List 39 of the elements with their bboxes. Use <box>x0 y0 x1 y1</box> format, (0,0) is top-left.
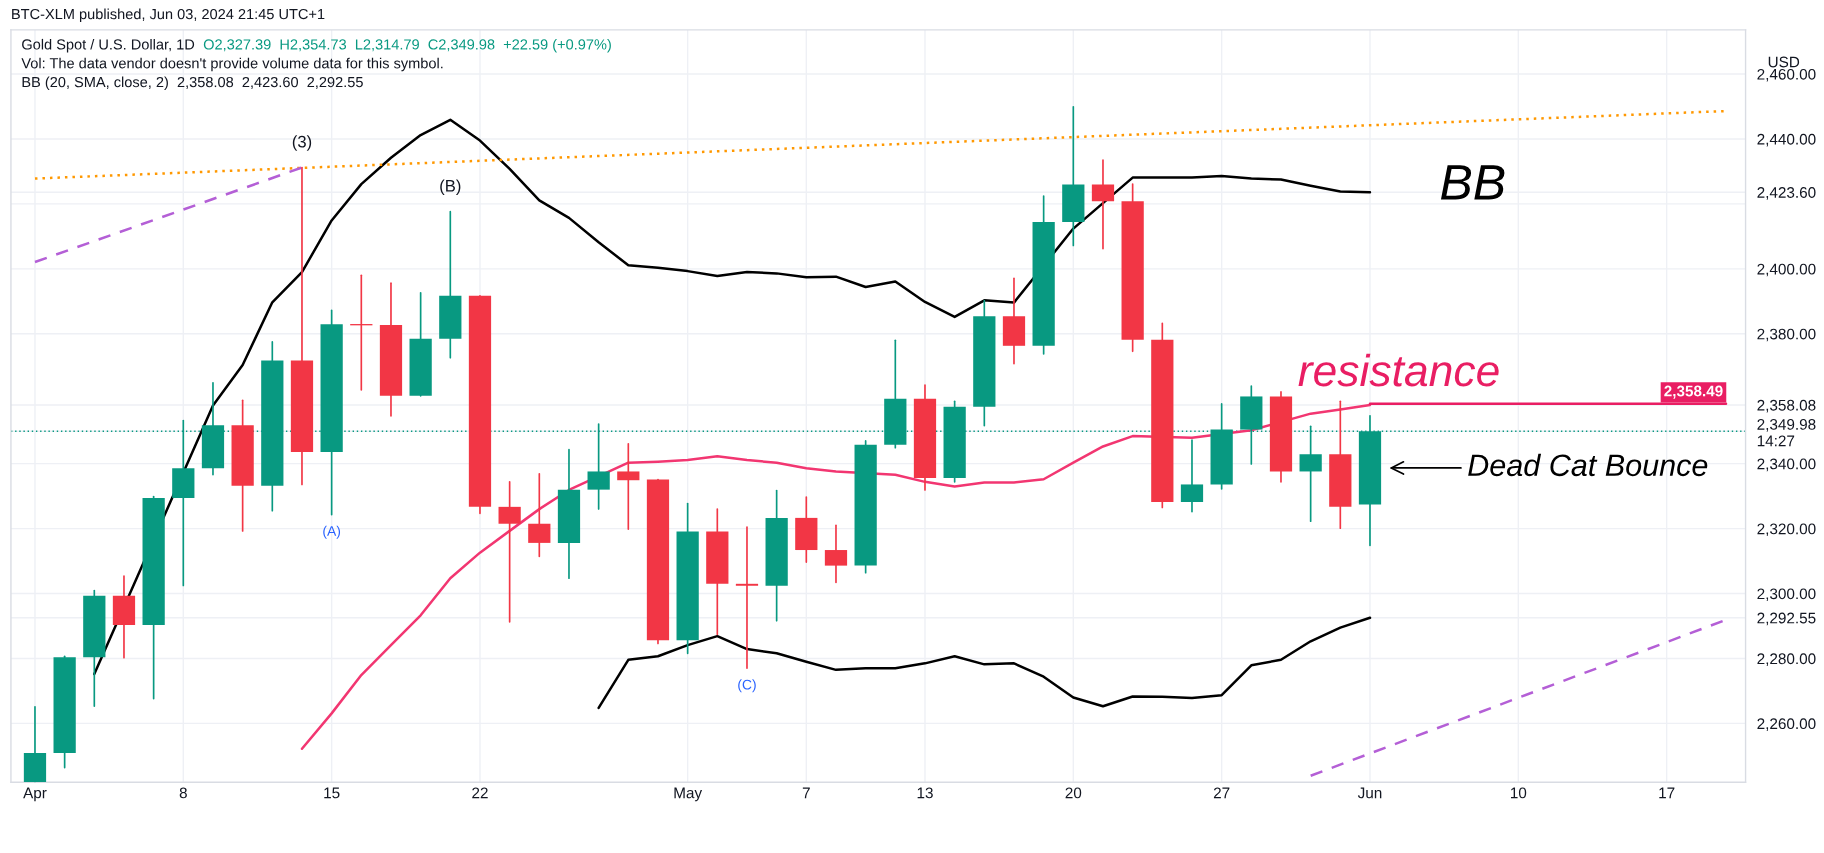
x-tick-label: Apr <box>23 787 47 802</box>
annotation: BB (20, SMA, close, 2) 2,358.08 2,423.60 2,292.55 <box>22 76 363 91</box>
series-label: resistance <box>1298 353 1499 387</box>
y-tick-label: 2,460.00 <box>1757 68 1816 82</box>
data-label: 2,358.49 <box>1664 385 1723 399</box>
x-tick-label: 7 <box>802 787 810 799</box>
text: Gold Spot / U.S. Dollar, 1D <box>22 38 195 53</box>
x-tick-label: 20 <box>1065 787 1082 799</box>
annotation: Vol: The data vendor doesn't provide volume data for this symbol. <box>21 57 443 72</box>
x-tick-label: Jun <box>1357 787 1382 799</box>
x-tick-label: May <box>674 787 703 802</box>
x-tick-label: 13 <box>917 787 933 799</box>
y-tick-label: 2,280.00 <box>1757 653 1816 666</box>
y-tick-label: 2,400.00 <box>1757 263 1816 277</box>
text: BTC-XLM published, Jun 03, 2024 21:45 UTC+1 <box>12 8 325 23</box>
y-tick-label: 2,300.00 <box>1757 588 1816 602</box>
y-tick-label: 2,380.00 <box>1757 328 1816 342</box>
y-tick-label: 2,340.00 <box>1757 458 1816 472</box>
y-tick-label: 2,349.98 14:27 <box>1757 419 1816 447</box>
annotation: Dead Cat Bounce <box>1468 453 1708 477</box>
annotation: (3) <box>292 135 312 151</box>
x-tick-label: 22 <box>472 787 488 799</box>
text: O2,327.39 H2,354.73 L2,314.79 C2,349.98 +22.59 (+0.97%) <box>203 38 611 53</box>
annotation: (B) <box>440 179 461 196</box>
x-tick-label: 15 <box>324 787 340 799</box>
series-label: BB <box>1440 165 1505 200</box>
y-tick-label: 2,260.00 <box>1757 718 1816 731</box>
x-tick-label: 27 <box>1213 787 1230 799</box>
x-tick-label: 8 <box>179 787 187 799</box>
x-tick-label: 10 <box>1510 787 1527 799</box>
y-tick-label: 2,320.00 <box>1757 523 1816 537</box>
annotation: (A) <box>323 525 341 539</box>
x-tick-label: 17 <box>1659 787 1675 799</box>
y-tick-label: 2,292.55 <box>1757 612 1816 626</box>
y-tick-label: 2,423.60 <box>1757 187 1816 200</box>
y-tick-label: 2,358.08 <box>1757 399 1816 413</box>
annotation: (C) <box>738 679 756 693</box>
y-tick-label: 2,440.00 <box>1757 133 1816 147</box>
y-axis-title: USD <box>1768 56 1800 68</box>
